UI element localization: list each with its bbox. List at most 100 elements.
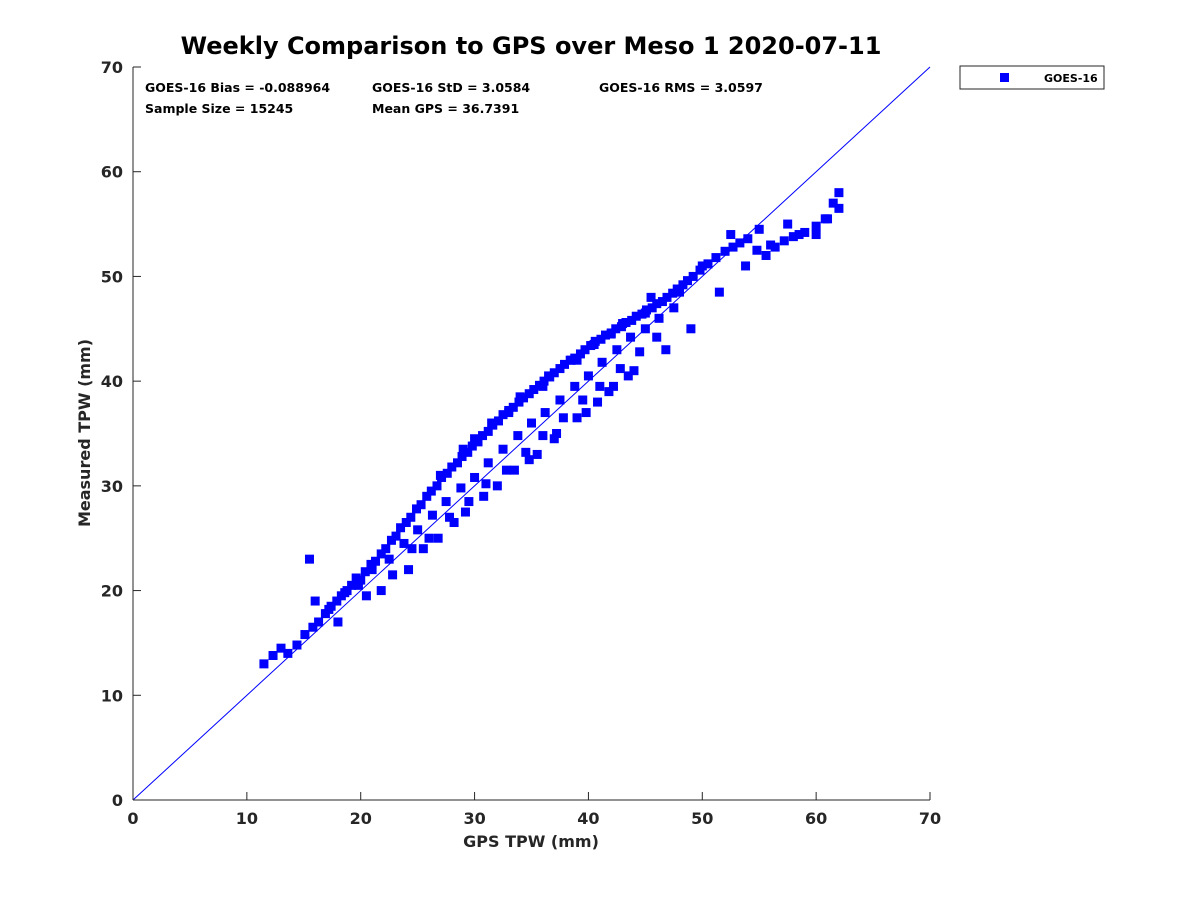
- data-point: [647, 303, 657, 313]
- data-point: [416, 500, 426, 510]
- data-point: [340, 588, 350, 598]
- data-point: [418, 544, 428, 554]
- data-point: [401, 518, 411, 528]
- stat-sample-size: Sample Size = 15245: [145, 101, 293, 116]
- y-axis-label: Measured TPW (mm): [75, 339, 94, 527]
- data-point: [703, 259, 713, 269]
- data-point: [654, 313, 664, 323]
- data-point: [728, 242, 738, 252]
- data-point: [445, 512, 455, 522]
- data-point: [538, 381, 548, 391]
- y-tick-label: 40: [101, 372, 123, 391]
- stat-bias: GOES-16 Bias = -0.088964: [145, 80, 330, 95]
- data-point: [646, 292, 656, 302]
- data-point: [820, 214, 830, 224]
- data-point: [481, 479, 491, 489]
- data-point: [470, 472, 480, 482]
- data-point: [669, 303, 679, 313]
- data-point: [457, 452, 467, 462]
- data-point: [427, 510, 437, 520]
- data-point: [384, 554, 394, 564]
- data-point: [627, 315, 637, 325]
- data-point: [800, 227, 810, 237]
- data-point: [492, 481, 502, 491]
- data-point: [435, 470, 445, 480]
- data-point: [618, 319, 628, 329]
- data-point: [504, 408, 514, 418]
- data-point: [432, 481, 442, 491]
- y-tick-label: 10: [101, 686, 123, 705]
- data-point: [570, 381, 580, 391]
- data-point: [442, 468, 452, 478]
- data-point: [549, 368, 559, 378]
- data-point: [527, 418, 536, 428]
- data-point: [310, 596, 320, 606]
- data-point: [470, 434, 480, 444]
- reference-line: [132, 66, 931, 801]
- data-point: [770, 242, 780, 252]
- data-point: [668, 288, 678, 298]
- legend: GOES-16: [959, 65, 1105, 90]
- data-point: [615, 364, 625, 374]
- stat-mean-gps: Mean GPS = 36.7391: [372, 101, 519, 116]
- x-tick-label: 0: [127, 809, 138, 828]
- data-point: [834, 203, 844, 213]
- data-point: [788, 232, 798, 242]
- data-point: [513, 431, 523, 441]
- data-point: [300, 630, 310, 640]
- data-point: [743, 234, 753, 244]
- data-point: [623, 371, 633, 381]
- data-point: [540, 408, 550, 418]
- x-tick-label: 70: [919, 809, 941, 828]
- data-point: [332, 596, 342, 606]
- data-point: [544, 371, 554, 381]
- data-point: [386, 535, 396, 545]
- data-point: [811, 230, 821, 240]
- data-point: [449, 518, 459, 528]
- x-tick-label: 40: [577, 809, 599, 828]
- data-point: [361, 591, 371, 601]
- data-point: [478, 431, 488, 441]
- data-point: [268, 650, 278, 660]
- x-ticks: 0 10 20 30 40 50 60 70: [127, 792, 941, 828]
- data-point: [404, 565, 414, 575]
- data-point: [606, 329, 616, 339]
- data-point: [686, 324, 696, 334]
- data-point: [720, 246, 730, 256]
- data-point: [447, 462, 457, 472]
- data-point: [314, 617, 324, 627]
- x-tick-label: 30: [463, 809, 485, 828]
- x-tick-label: 60: [805, 809, 827, 828]
- y-tick-label: 0: [112, 791, 123, 810]
- data-point: [828, 198, 838, 208]
- data-point: [426, 486, 436, 496]
- y-tick-label: 50: [101, 267, 123, 286]
- data-point: [521, 447, 531, 457]
- y-tick-label: 60: [101, 163, 123, 182]
- data-point: [381, 544, 391, 554]
- data-point: [347, 580, 357, 590]
- data-point: [580, 345, 590, 355]
- legend-label: GOES-16: [1044, 72, 1098, 85]
- data-point: [611, 324, 621, 334]
- data-point: [487, 418, 497, 428]
- data-point: [399, 538, 409, 548]
- data-point: [566, 355, 576, 365]
- data-point: [766, 240, 776, 250]
- data-point: [407, 544, 417, 554]
- data-point: [498, 444, 508, 454]
- data-point: [333, 617, 343, 627]
- data-point: [754, 224, 764, 234]
- data-point: [412, 504, 422, 514]
- data-point: [283, 648, 293, 658]
- data-point: [529, 385, 539, 395]
- data-point: [640, 308, 650, 318]
- data-point: [761, 250, 771, 260]
- data-point: [652, 299, 662, 309]
- data-point: [794, 230, 804, 240]
- data-point: [626, 332, 636, 342]
- y-tick-label: 70: [101, 58, 123, 77]
- data-point: [558, 413, 568, 423]
- data-point: [424, 533, 434, 543]
- data-point: [752, 245, 762, 255]
